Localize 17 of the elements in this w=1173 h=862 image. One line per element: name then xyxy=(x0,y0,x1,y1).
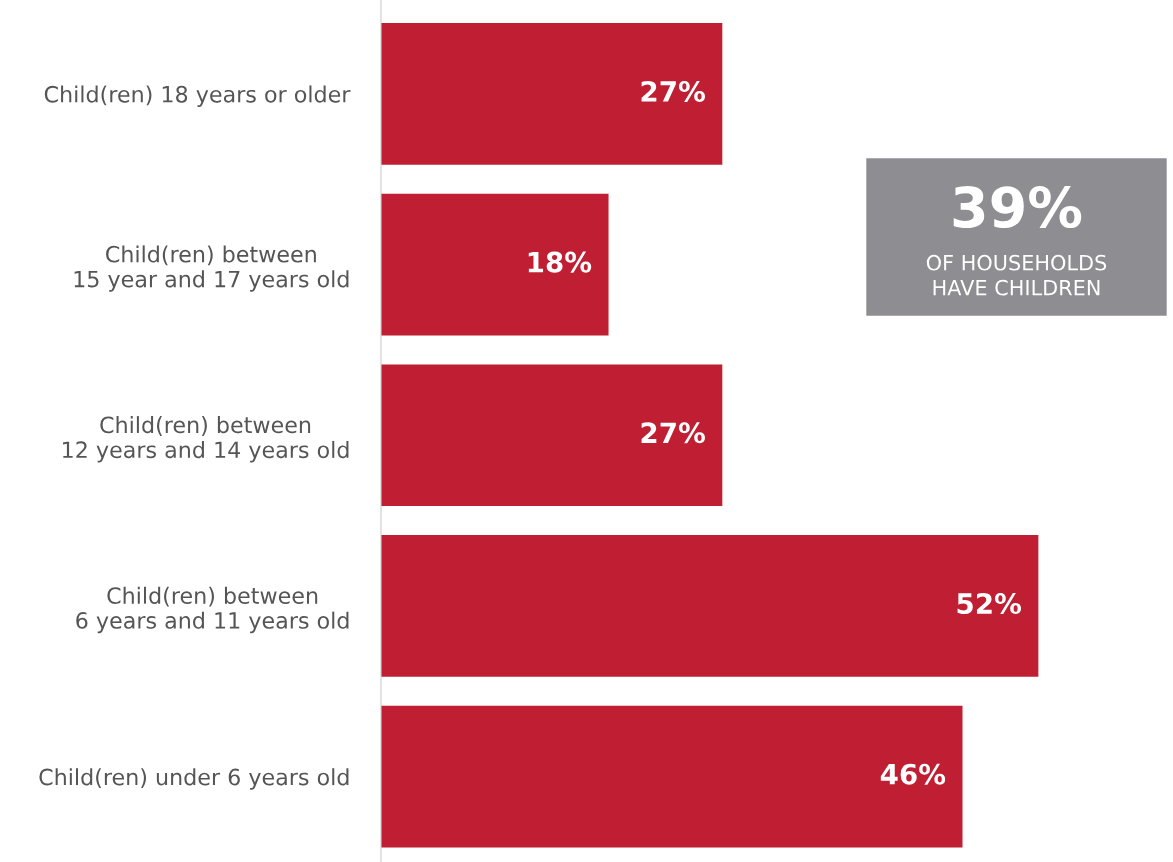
y-tick-label: Child(ren) 18 years or older xyxy=(44,85,351,107)
data-label: 46% xyxy=(880,763,946,785)
y-tick-label: Child(ren) under 6 years old xyxy=(39,768,349,790)
data-label: 52% xyxy=(957,593,1022,615)
data-label: 27% xyxy=(641,422,705,444)
bar xyxy=(381,193,609,336)
y-tick-label: Child(ren) between 15 year and 17 years old xyxy=(74,245,349,292)
annotation: OF HOUSEHOLDS HAVE CHILDREN xyxy=(926,254,1107,296)
bar xyxy=(381,364,723,507)
y-tick-label: Child(ren) between 12 years and 14 years old xyxy=(63,416,349,463)
data-label: 18% xyxy=(528,251,592,273)
bar xyxy=(381,535,1039,677)
data-label: 27% xyxy=(641,80,705,102)
bar xyxy=(381,23,723,165)
y-tick-label: Child(ren) between 6 years and 11 years old xyxy=(76,586,349,634)
annotation: 39% xyxy=(953,186,1082,229)
bar xyxy=(381,705,963,848)
